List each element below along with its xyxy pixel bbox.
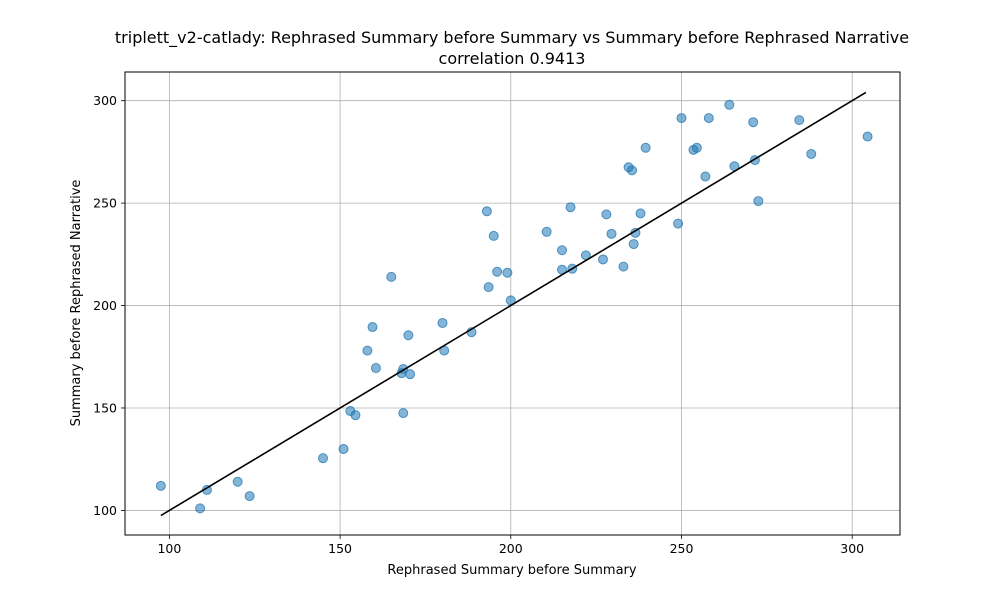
data-point bbox=[502, 267, 513, 278]
data-point bbox=[338, 443, 349, 454]
data-point bbox=[398, 408, 409, 419]
y-tick-label: 300 bbox=[93, 93, 117, 108]
data-point bbox=[437, 317, 448, 328]
data-point bbox=[748, 117, 759, 128]
data-point bbox=[318, 453, 329, 464]
data-point bbox=[370, 363, 381, 374]
grid-lines bbox=[125, 72, 900, 535]
data-point bbox=[753, 196, 764, 207]
data-point bbox=[601, 209, 612, 220]
data-point bbox=[618, 261, 629, 272]
y-tick-label: 250 bbox=[93, 196, 117, 211]
data-point bbox=[405, 369, 416, 380]
data-point bbox=[232, 476, 243, 487]
y-tick-label: 100 bbox=[93, 503, 117, 518]
data-point bbox=[541, 226, 552, 237]
y-axis-label: Summary before Rephrased Narrative bbox=[69, 180, 84, 427]
data-point bbox=[628, 239, 639, 250]
data-point bbox=[724, 99, 735, 110]
data-point bbox=[367, 322, 378, 333]
data-point bbox=[691, 142, 702, 153]
x-tick-label: 100 bbox=[157, 541, 181, 556]
data-point bbox=[635, 208, 646, 219]
data-point bbox=[155, 480, 166, 491]
data-point bbox=[597, 254, 608, 265]
data-point bbox=[673, 218, 684, 229]
data-point bbox=[606, 228, 617, 239]
x-tick-label: 150 bbox=[328, 541, 352, 556]
axis-ticks: 100 150 200 250 300 100 150 200 250 300 bbox=[93, 93, 864, 556]
chart-subtitle: correlation 0.9413 bbox=[439, 49, 586, 68]
data-point bbox=[350, 410, 361, 421]
x-tick-label: 200 bbox=[499, 541, 523, 556]
fit-line bbox=[160, 91, 867, 517]
data-point bbox=[794, 115, 805, 126]
x-tick-label: 250 bbox=[670, 541, 694, 556]
data-point bbox=[362, 345, 373, 356]
fit-line-group bbox=[160, 91, 867, 517]
x-tick-label: 300 bbox=[840, 541, 864, 556]
data-point bbox=[806, 148, 817, 159]
data-point bbox=[244, 491, 255, 502]
x-axis-label: Rephrased Summary before Summary bbox=[387, 563, 636, 578]
data-point bbox=[862, 131, 873, 142]
y-tick-label: 200 bbox=[93, 298, 117, 313]
data-point bbox=[488, 230, 499, 241]
data-point bbox=[640, 142, 651, 153]
data-point bbox=[492, 266, 503, 277]
y-tick-label: 150 bbox=[93, 400, 117, 415]
data-point bbox=[703, 113, 714, 124]
data-point bbox=[557, 245, 568, 256]
data-point bbox=[676, 113, 687, 124]
data-point bbox=[195, 503, 206, 514]
data-point bbox=[403, 330, 414, 341]
data-point bbox=[626, 165, 637, 176]
data-point bbox=[700, 171, 711, 182]
data-point bbox=[386, 271, 397, 282]
data-point bbox=[565, 202, 576, 213]
chart-title: triplett_v2-catlady: Rephrased Summary b… bbox=[115, 28, 909, 48]
plot-frame bbox=[124, 71, 901, 536]
data-point bbox=[481, 206, 492, 217]
data-point bbox=[483, 282, 494, 293]
